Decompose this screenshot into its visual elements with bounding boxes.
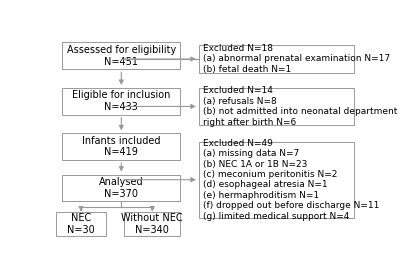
FancyBboxPatch shape [56,212,106,236]
FancyBboxPatch shape [62,133,180,160]
FancyBboxPatch shape [199,142,354,218]
FancyBboxPatch shape [124,212,180,236]
Text: Eligible for inclusion
N=433: Eligible for inclusion N=433 [72,91,170,112]
FancyBboxPatch shape [199,44,354,73]
FancyBboxPatch shape [62,88,180,115]
Text: Assessed for eligibility
N=451: Assessed for eligibility N=451 [67,45,176,67]
Text: Excluded N=18
(a) abnormal prenatal examination N=17
(b) fetal death N=1: Excluded N=18 (a) abnormal prenatal exam… [202,44,390,74]
Text: Excluded N=49
(a) missing data N=7
(b) NEC 1A or 1B N=23
(c) meconium peritoniti: Excluded N=49 (a) missing data N=7 (b) N… [202,139,379,221]
Text: Without NEC
N=340: Without NEC N=340 [122,213,183,235]
Text: Infants included
N=419: Infants included N=419 [82,136,160,158]
FancyBboxPatch shape [199,88,354,125]
Text: Analysed
N=370: Analysed N=370 [99,177,144,199]
FancyBboxPatch shape [62,43,180,69]
FancyBboxPatch shape [62,174,180,201]
Text: Excluded N=14
(a) refusals N=8
(b) not admitted into neonatal department
right a: Excluded N=14 (a) refusals N=8 (b) not a… [202,86,397,126]
Text: NEC
N=30: NEC N=30 [67,213,95,235]
